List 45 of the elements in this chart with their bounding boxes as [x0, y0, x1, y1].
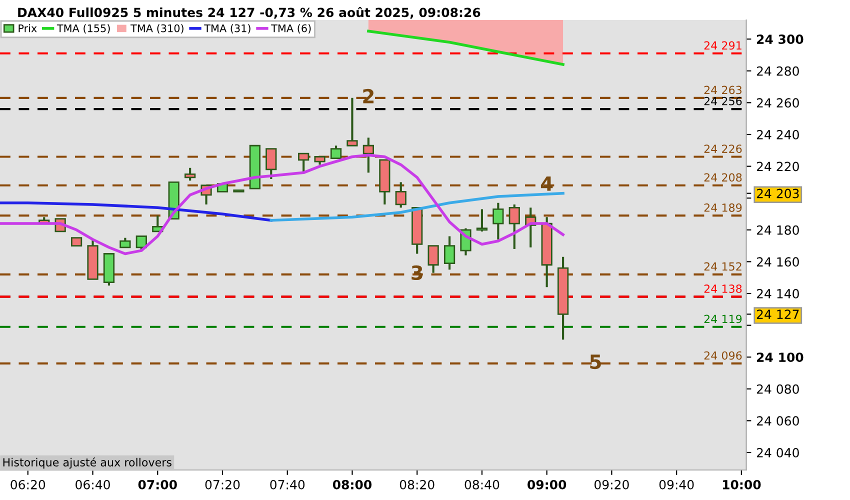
- y-tick-label: 24 300: [757, 34, 804, 44]
- ref-line-label: 24 263: [704, 86, 742, 94]
- x-tick-label: 07:40: [270, 480, 305, 490]
- x-tick-label: 08:40: [464, 480, 500, 490]
- annotation: Historique ajusté aux rollovers: [3, 457, 172, 469]
- legend-label: Prix: [18, 24, 37, 32]
- ref-line-label: 24 291: [704, 41, 742, 50]
- legend-label: TMA (6): [271, 24, 311, 34]
- x-tick-label: 06:40: [76, 480, 110, 490]
- ref-line-label: 24 138: [704, 284, 742, 293]
- ref-line-label: 24 208: [704, 173, 742, 182]
- y-tick-label: 24 040: [756, 448, 799, 458]
- y-tick-label: 24 060: [756, 416, 799, 426]
- legend-label: TMA (31): [204, 24, 250, 34]
- y-tick-label: 24 080: [756, 384, 799, 394]
- x-tick-label: 08:00: [332, 480, 372, 490]
- y-tick-label: 24 140: [756, 288, 799, 298]
- y-tick-label: 24 260: [756, 98, 799, 108]
- ref-line-label: 24 096: [704, 351, 742, 360]
- ref-line-label: 24 189: [704, 203, 742, 212]
- x-tick-label: 06:20: [10, 480, 46, 490]
- y-tick-label: 24 100: [757, 352, 804, 362]
- legend-label: TMA (155): [56, 24, 110, 34]
- y-tick-label: 24 220: [756, 162, 799, 172]
- annotation: 2: [363, 88, 374, 104]
- y-tick-label: 24 180: [756, 225, 799, 235]
- x-tick-label: 09:20: [594, 480, 629, 490]
- ref-line-label: 24 119: [704, 314, 742, 324]
- y-tick-label: 24 203: [756, 188, 799, 198]
- x-tick-label: 07:00: [138, 480, 177, 490]
- x-tick-label: 09:00: [528, 480, 566, 490]
- ref-line-label: 24 152: [704, 262, 742, 271]
- x-tick-label: 09:40: [659, 480, 694, 490]
- y-tick-label: 24 240: [756, 130, 799, 140]
- annotation: 5: [590, 354, 601, 370]
- x-tick-label: 07:20: [205, 480, 240, 490]
- x-tick-label: 10:00: [722, 480, 761, 490]
- y-tick-label: 24 127: [756, 310, 799, 319]
- y-tick-label: 24 280: [756, 66, 799, 76]
- chart-title: DAX40 Full0925 5 minutes 24 127 -0,73 % 26 août 2025, 09:08:26: [18, 7, 480, 19]
- legend-label: TMA (310): [130, 24, 184, 34]
- ref-line-label: 24 226: [704, 144, 742, 154]
- x-tick-label: 08:20: [400, 480, 434, 490]
- ref-line-label: 24 256: [704, 96, 742, 106]
- y-tick-label: 24 160: [756, 257, 799, 267]
